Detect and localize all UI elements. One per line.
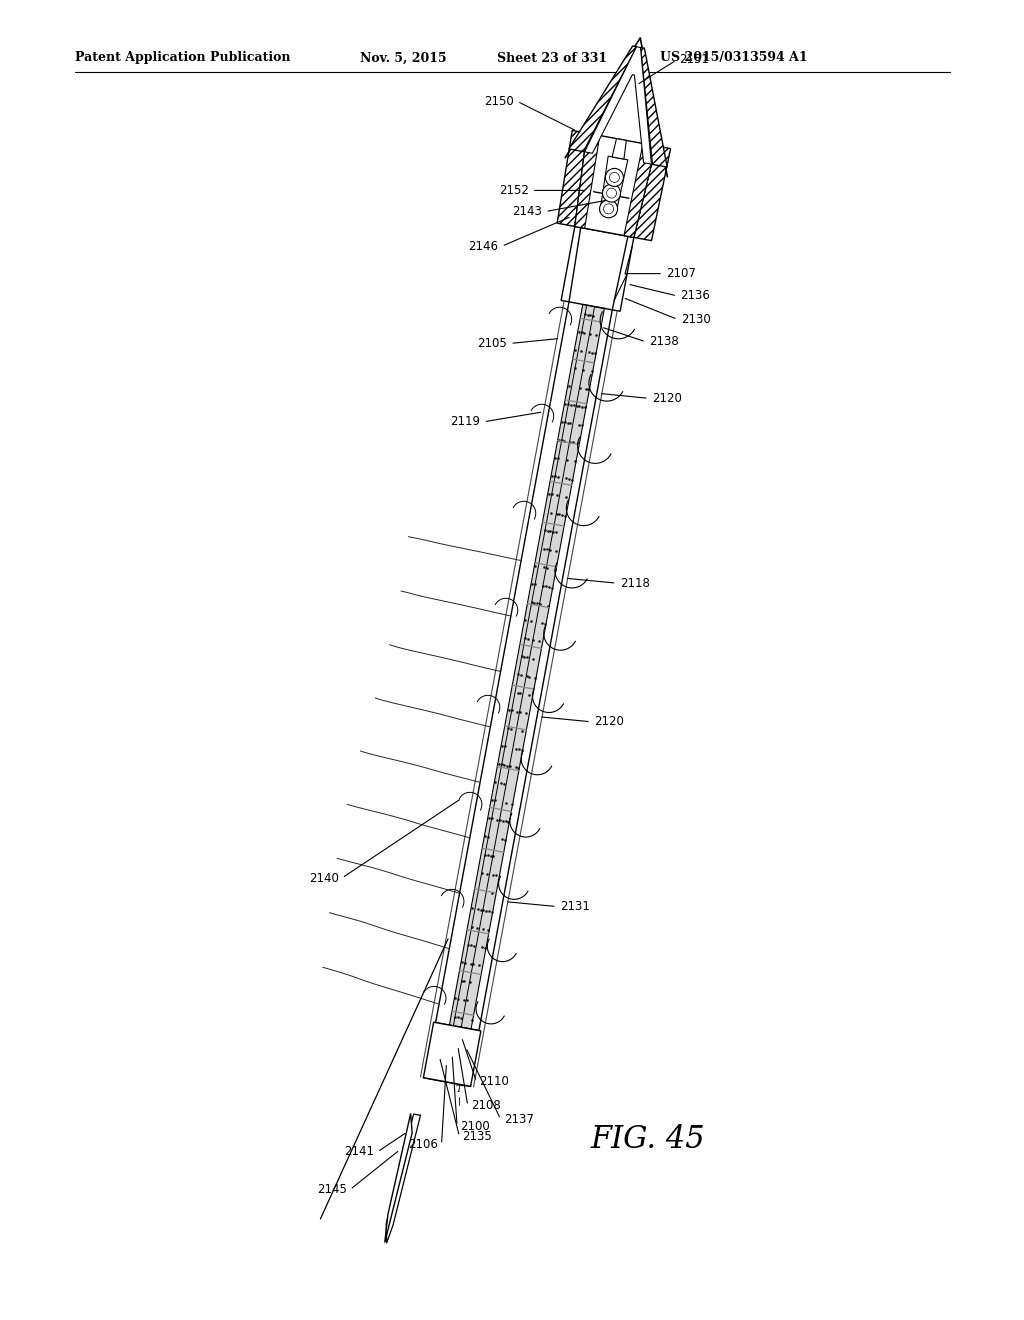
Text: 2141: 2141 bbox=[344, 1146, 374, 1159]
Text: 2146: 2146 bbox=[469, 240, 499, 253]
Text: 2143: 2143 bbox=[512, 205, 543, 218]
Text: 2131: 2131 bbox=[560, 900, 590, 913]
Polygon shape bbox=[450, 305, 604, 1030]
Polygon shape bbox=[612, 236, 634, 312]
Polygon shape bbox=[574, 133, 600, 228]
Text: 2137: 2137 bbox=[504, 1113, 534, 1126]
Text: 2110: 2110 bbox=[479, 1076, 509, 1089]
Text: Nov. 5, 2015: Nov. 5, 2015 bbox=[360, 51, 446, 65]
Circle shape bbox=[600, 199, 617, 218]
Polygon shape bbox=[640, 48, 668, 168]
Text: 2120: 2120 bbox=[594, 715, 624, 729]
Polygon shape bbox=[600, 156, 628, 215]
Circle shape bbox=[602, 183, 621, 202]
Polygon shape bbox=[561, 227, 581, 302]
Text: 2151: 2151 bbox=[680, 54, 710, 66]
Text: 2119: 2119 bbox=[451, 416, 480, 428]
Text: 2107: 2107 bbox=[666, 267, 696, 280]
Text: 2108: 2108 bbox=[471, 1100, 501, 1113]
Text: 2136: 2136 bbox=[680, 289, 710, 302]
Text: 2150: 2150 bbox=[484, 95, 514, 108]
Text: 2152: 2152 bbox=[499, 183, 528, 197]
Circle shape bbox=[603, 203, 613, 214]
Text: 2120: 2120 bbox=[652, 392, 682, 405]
Text: US 2015/0313594 A1: US 2015/0313594 A1 bbox=[660, 51, 808, 65]
Polygon shape bbox=[624, 144, 655, 238]
Text: Patent Application Publication: Patent Application Publication bbox=[75, 51, 291, 65]
Polygon shape bbox=[557, 131, 587, 227]
Text: 2106: 2106 bbox=[409, 1138, 438, 1151]
Text: FIG. 45: FIG. 45 bbox=[590, 1125, 705, 1155]
Text: 2118: 2118 bbox=[620, 577, 649, 590]
Polygon shape bbox=[423, 1022, 481, 1086]
Polygon shape bbox=[569, 46, 637, 152]
Text: 2105: 2105 bbox=[477, 337, 507, 350]
Text: 2138: 2138 bbox=[649, 335, 679, 348]
Text: 2135: 2135 bbox=[463, 1130, 493, 1143]
Polygon shape bbox=[574, 133, 655, 238]
Circle shape bbox=[605, 169, 624, 186]
Polygon shape bbox=[612, 139, 627, 160]
Text: 2100: 2100 bbox=[460, 1119, 489, 1133]
Text: 2140: 2140 bbox=[309, 871, 339, 884]
Polygon shape bbox=[634, 147, 671, 240]
Text: T: T bbox=[456, 1085, 462, 1094]
Text: 2130: 2130 bbox=[681, 313, 711, 326]
Text: 2145: 2145 bbox=[317, 1183, 347, 1196]
Polygon shape bbox=[385, 1114, 412, 1242]
Circle shape bbox=[609, 173, 620, 182]
Polygon shape bbox=[585, 46, 651, 164]
Circle shape bbox=[606, 189, 616, 198]
Text: Sheet 23 of 331: Sheet 23 of 331 bbox=[497, 51, 607, 65]
